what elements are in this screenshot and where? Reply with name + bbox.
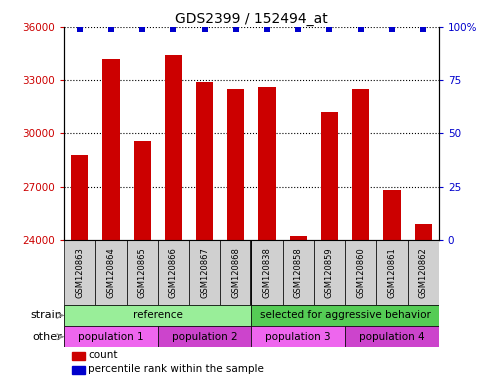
Title: GDS2399 / 152494_at: GDS2399 / 152494_at — [175, 12, 328, 26]
Bar — [71, 366, 85, 374]
Bar — [64, 326, 158, 348]
Bar — [220, 240, 251, 305]
Bar — [290, 237, 307, 240]
Text: GSM120861: GSM120861 — [387, 247, 396, 298]
Text: GSM120868: GSM120868 — [231, 247, 240, 298]
Point — [325, 26, 333, 32]
Bar — [251, 240, 282, 305]
Text: GSM120864: GSM120864 — [106, 247, 115, 298]
Point — [263, 26, 271, 32]
Bar — [127, 240, 158, 305]
Text: GSM120858: GSM120858 — [294, 247, 303, 298]
Bar — [158, 326, 251, 348]
Bar — [352, 89, 369, 240]
Text: GSM120865: GSM120865 — [138, 247, 146, 298]
Text: other: other — [33, 332, 63, 342]
Bar — [345, 240, 376, 305]
Point — [107, 26, 115, 32]
Bar — [158, 240, 189, 305]
Bar — [71, 155, 88, 240]
Point — [357, 26, 365, 32]
Bar — [95, 240, 127, 305]
Text: GSM120863: GSM120863 — [75, 247, 84, 298]
Point — [232, 26, 240, 32]
Bar — [165, 55, 182, 240]
Point — [419, 26, 427, 32]
Bar — [408, 240, 439, 305]
Text: GSM120860: GSM120860 — [356, 247, 365, 298]
Bar — [415, 224, 432, 240]
Bar — [314, 240, 345, 305]
Bar — [258, 87, 276, 240]
Bar — [189, 240, 220, 305]
Bar — [345, 326, 439, 348]
Bar — [196, 82, 213, 240]
Bar — [321, 112, 338, 240]
Bar — [251, 305, 439, 326]
Point — [294, 26, 302, 32]
Bar — [384, 190, 400, 240]
Bar — [376, 240, 408, 305]
Point — [201, 26, 209, 32]
Text: population 2: population 2 — [172, 332, 238, 342]
Text: selected for aggressive behavior: selected for aggressive behavior — [260, 310, 430, 320]
Text: strain: strain — [31, 310, 63, 320]
Bar — [134, 141, 151, 240]
Text: population 1: population 1 — [78, 332, 144, 342]
Bar — [282, 240, 314, 305]
Text: GSM120838: GSM120838 — [263, 247, 272, 298]
Text: count: count — [88, 351, 118, 361]
Point — [138, 26, 146, 32]
Text: GSM120866: GSM120866 — [169, 247, 178, 298]
Bar — [251, 326, 345, 348]
Text: population 3: population 3 — [265, 332, 331, 342]
Text: GSM120859: GSM120859 — [325, 247, 334, 298]
Bar — [64, 240, 95, 305]
Bar — [71, 352, 85, 361]
Bar — [103, 59, 119, 240]
Bar — [227, 89, 245, 240]
Point — [388, 26, 396, 32]
Text: reference: reference — [133, 310, 183, 320]
Text: GSM120862: GSM120862 — [419, 247, 427, 298]
Point — [170, 26, 177, 32]
Text: percentile rank within the sample: percentile rank within the sample — [88, 364, 264, 374]
Text: population 4: population 4 — [359, 332, 425, 342]
Text: GSM120867: GSM120867 — [200, 247, 209, 298]
Point — [76, 26, 84, 32]
Bar — [64, 305, 251, 326]
